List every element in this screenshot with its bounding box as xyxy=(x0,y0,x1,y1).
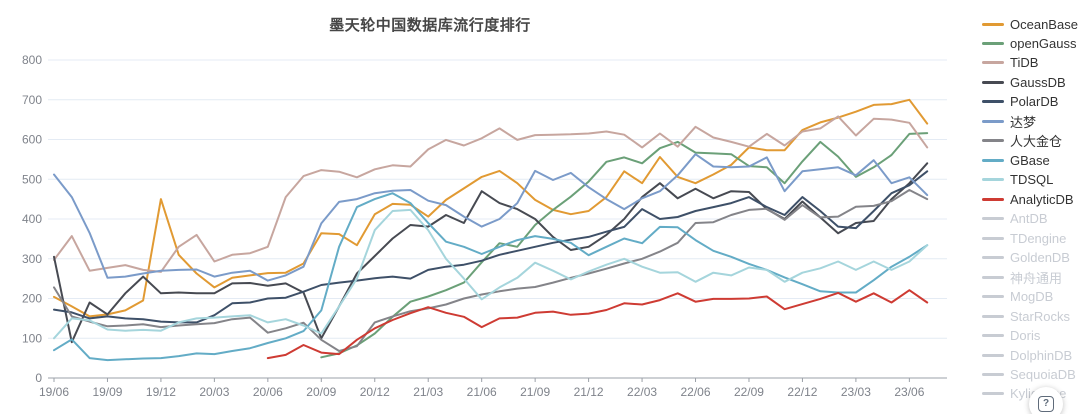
legend-label: 达梦 xyxy=(1010,114,1037,130)
legend-item-达梦[interactable]: 达梦 xyxy=(982,111,1036,131)
legend-swatch-SequoiaDB xyxy=(982,373,1004,376)
x-axis-label-20/06: 20/06 xyxy=(253,385,283,399)
legend-label: TDSQL xyxy=(1010,172,1054,188)
y-axis-label-400: 400 xyxy=(22,212,42,226)
y-axis-label-800: 800 xyxy=(22,53,42,67)
x-axis-label-19/12: 19/12 xyxy=(146,385,176,399)
legend-label: TiDB xyxy=(1010,55,1039,71)
x-axis-label-21/03: 21/03 xyxy=(413,385,443,399)
legend-item-TDSQL[interactable]: TDSQL xyxy=(982,170,1053,190)
x-axis-label-20/09: 20/09 xyxy=(306,385,336,399)
legend-swatch-MogDB xyxy=(982,295,1004,299)
legend-swatch-Kyligence xyxy=(982,392,1004,396)
legend-swatch-TDengine xyxy=(982,236,1004,240)
legend-swatch-GBase xyxy=(982,158,1004,162)
legend-label: Doris xyxy=(1010,328,1041,343)
series-line-openGauss[interactable] xyxy=(320,132,929,359)
question-mark-icon: ? xyxy=(1038,396,1054,412)
legend-item-Doris[interactable]: Doris xyxy=(982,326,1040,346)
y-axis-label-200: 200 xyxy=(22,292,42,306)
series-line-TiDB[interactable] xyxy=(53,115,929,273)
legend-swatch-Doris xyxy=(982,334,1004,337)
legend-swatch-达梦 xyxy=(982,119,1004,123)
legend-item-GoldenDB[interactable]: GoldenDB xyxy=(982,248,1070,268)
series-line-GBase[interactable] xyxy=(53,192,929,362)
series-line-OceanBase[interactable] xyxy=(53,98,929,318)
x-axis-label-20/03: 20/03 xyxy=(199,385,229,399)
x-axis-label-21/09: 21/09 xyxy=(520,385,550,399)
y-axis-label-600: 600 xyxy=(22,133,42,147)
legend-item-AnalyticDB[interactable]: AnalyticDB xyxy=(982,189,1074,209)
legend-swatch-OceanBase xyxy=(982,22,1004,26)
legend-label: TDengine xyxy=(1010,230,1067,246)
legend-item-StarRocks[interactable]: StarRocks xyxy=(982,306,1070,326)
legend-swatch-AntDB xyxy=(982,217,1004,221)
legend-item-PolarDB[interactable]: PolarDB xyxy=(982,92,1058,112)
legend-item-神舟通用[interactable]: 神舟通用 xyxy=(982,267,1062,287)
y-axis-label-0: 0 xyxy=(35,371,42,385)
help-button[interactable]: ? xyxy=(1029,387,1063,414)
legend-label: GaussDB xyxy=(1010,74,1066,90)
x-axis-label-20/12: 20/12 xyxy=(360,385,390,399)
legend-swatch-openGauss xyxy=(982,42,1004,45)
legend-swatch-TDSQL xyxy=(982,178,1004,182)
legend-label: OceanBase xyxy=(1010,16,1078,32)
legend-item-OceanBase[interactable]: OceanBase xyxy=(982,14,1078,34)
legend-label: AntDB xyxy=(1010,211,1048,227)
legend-label: PolarDB xyxy=(1010,94,1059,110)
legend-label: GoldenDB xyxy=(1010,250,1070,266)
legend-label: DolphinDB xyxy=(1010,347,1073,363)
legend-label: StarRocks xyxy=(1010,308,1070,324)
legend-label: GBase xyxy=(1010,152,1050,168)
y-axis-label-100: 100 xyxy=(22,331,42,345)
x-axis-label-21/12: 21/12 xyxy=(574,385,604,399)
legend-item-openGauss[interactable]: openGauss xyxy=(982,34,1077,54)
legend-swatch-DolphinDB xyxy=(982,353,1004,357)
legend-swatch-GaussDB xyxy=(982,80,1004,84)
y-axis-label-500: 500 xyxy=(22,172,42,186)
series-line-AnalyticDB[interactable] xyxy=(266,289,929,360)
legend-label: 人大金仓 xyxy=(1010,134,1063,150)
legend-swatch-PolarDB xyxy=(982,100,1004,104)
x-axis-label-22/09: 22/09 xyxy=(734,385,764,399)
legend-swatch-人大金仓 xyxy=(982,139,1004,143)
legend-item-TDengine[interactable]: TDengine xyxy=(982,228,1066,248)
legend-label: SequoiaDB xyxy=(1010,367,1076,382)
legend-swatch-TiDB xyxy=(982,61,1004,65)
legend-item-DolphinDB[interactable]: DolphinDB xyxy=(982,345,1072,365)
x-axis-label-22/12: 22/12 xyxy=(787,385,817,399)
legend-label: 神舟通用 xyxy=(1010,270,1063,286)
x-axis-label-23/03: 23/03 xyxy=(841,385,871,399)
legend-item-GBase[interactable]: GBase xyxy=(982,150,1050,170)
legend-label: MogDB xyxy=(1010,289,1054,305)
legend-item-TiDB[interactable]: TiDB xyxy=(982,53,1038,73)
x-axis-label-22/03: 22/03 xyxy=(627,385,657,399)
legend-item-人大金仓[interactable]: 人大金仓 xyxy=(982,131,1062,151)
y-axis-label-300: 300 xyxy=(22,252,42,266)
legend-item-GaussDB[interactable]: GaussDB xyxy=(982,72,1066,92)
x-axis-label-22/06: 22/06 xyxy=(681,385,711,399)
legend-swatch-神舟通用 xyxy=(982,275,1004,279)
x-axis-label-23/06: 23/06 xyxy=(894,385,924,399)
legend-swatch-StarRocks xyxy=(982,314,1004,318)
chart-title: 墨天轮中国数据库流行度排行 xyxy=(329,17,531,34)
legend-item-SequoiaDB[interactable]: SequoiaDB xyxy=(982,365,1076,385)
series-line-达梦[interactable] xyxy=(53,153,929,282)
series-line-TDSQL[interactable] xyxy=(53,208,929,340)
legend-label: AnalyticDB xyxy=(1010,191,1074,207)
series-line-PolarDB[interactable] xyxy=(53,170,929,324)
legend-swatch-AnalyticDB xyxy=(982,197,1004,201)
x-axis-label-19/09: 19/09 xyxy=(92,385,122,399)
x-axis-label-19/06: 19/06 xyxy=(39,385,69,399)
x-axis-label-21/06: 21/06 xyxy=(467,385,497,399)
legend-item-MogDB[interactable]: MogDB xyxy=(982,287,1053,307)
legend-label: openGauss xyxy=(1010,36,1077,51)
legend-item-AntDB[interactable]: AntDB xyxy=(982,209,1048,229)
legend-swatch-GoldenDB xyxy=(982,256,1004,260)
y-axis-label-700: 700 xyxy=(22,93,42,107)
